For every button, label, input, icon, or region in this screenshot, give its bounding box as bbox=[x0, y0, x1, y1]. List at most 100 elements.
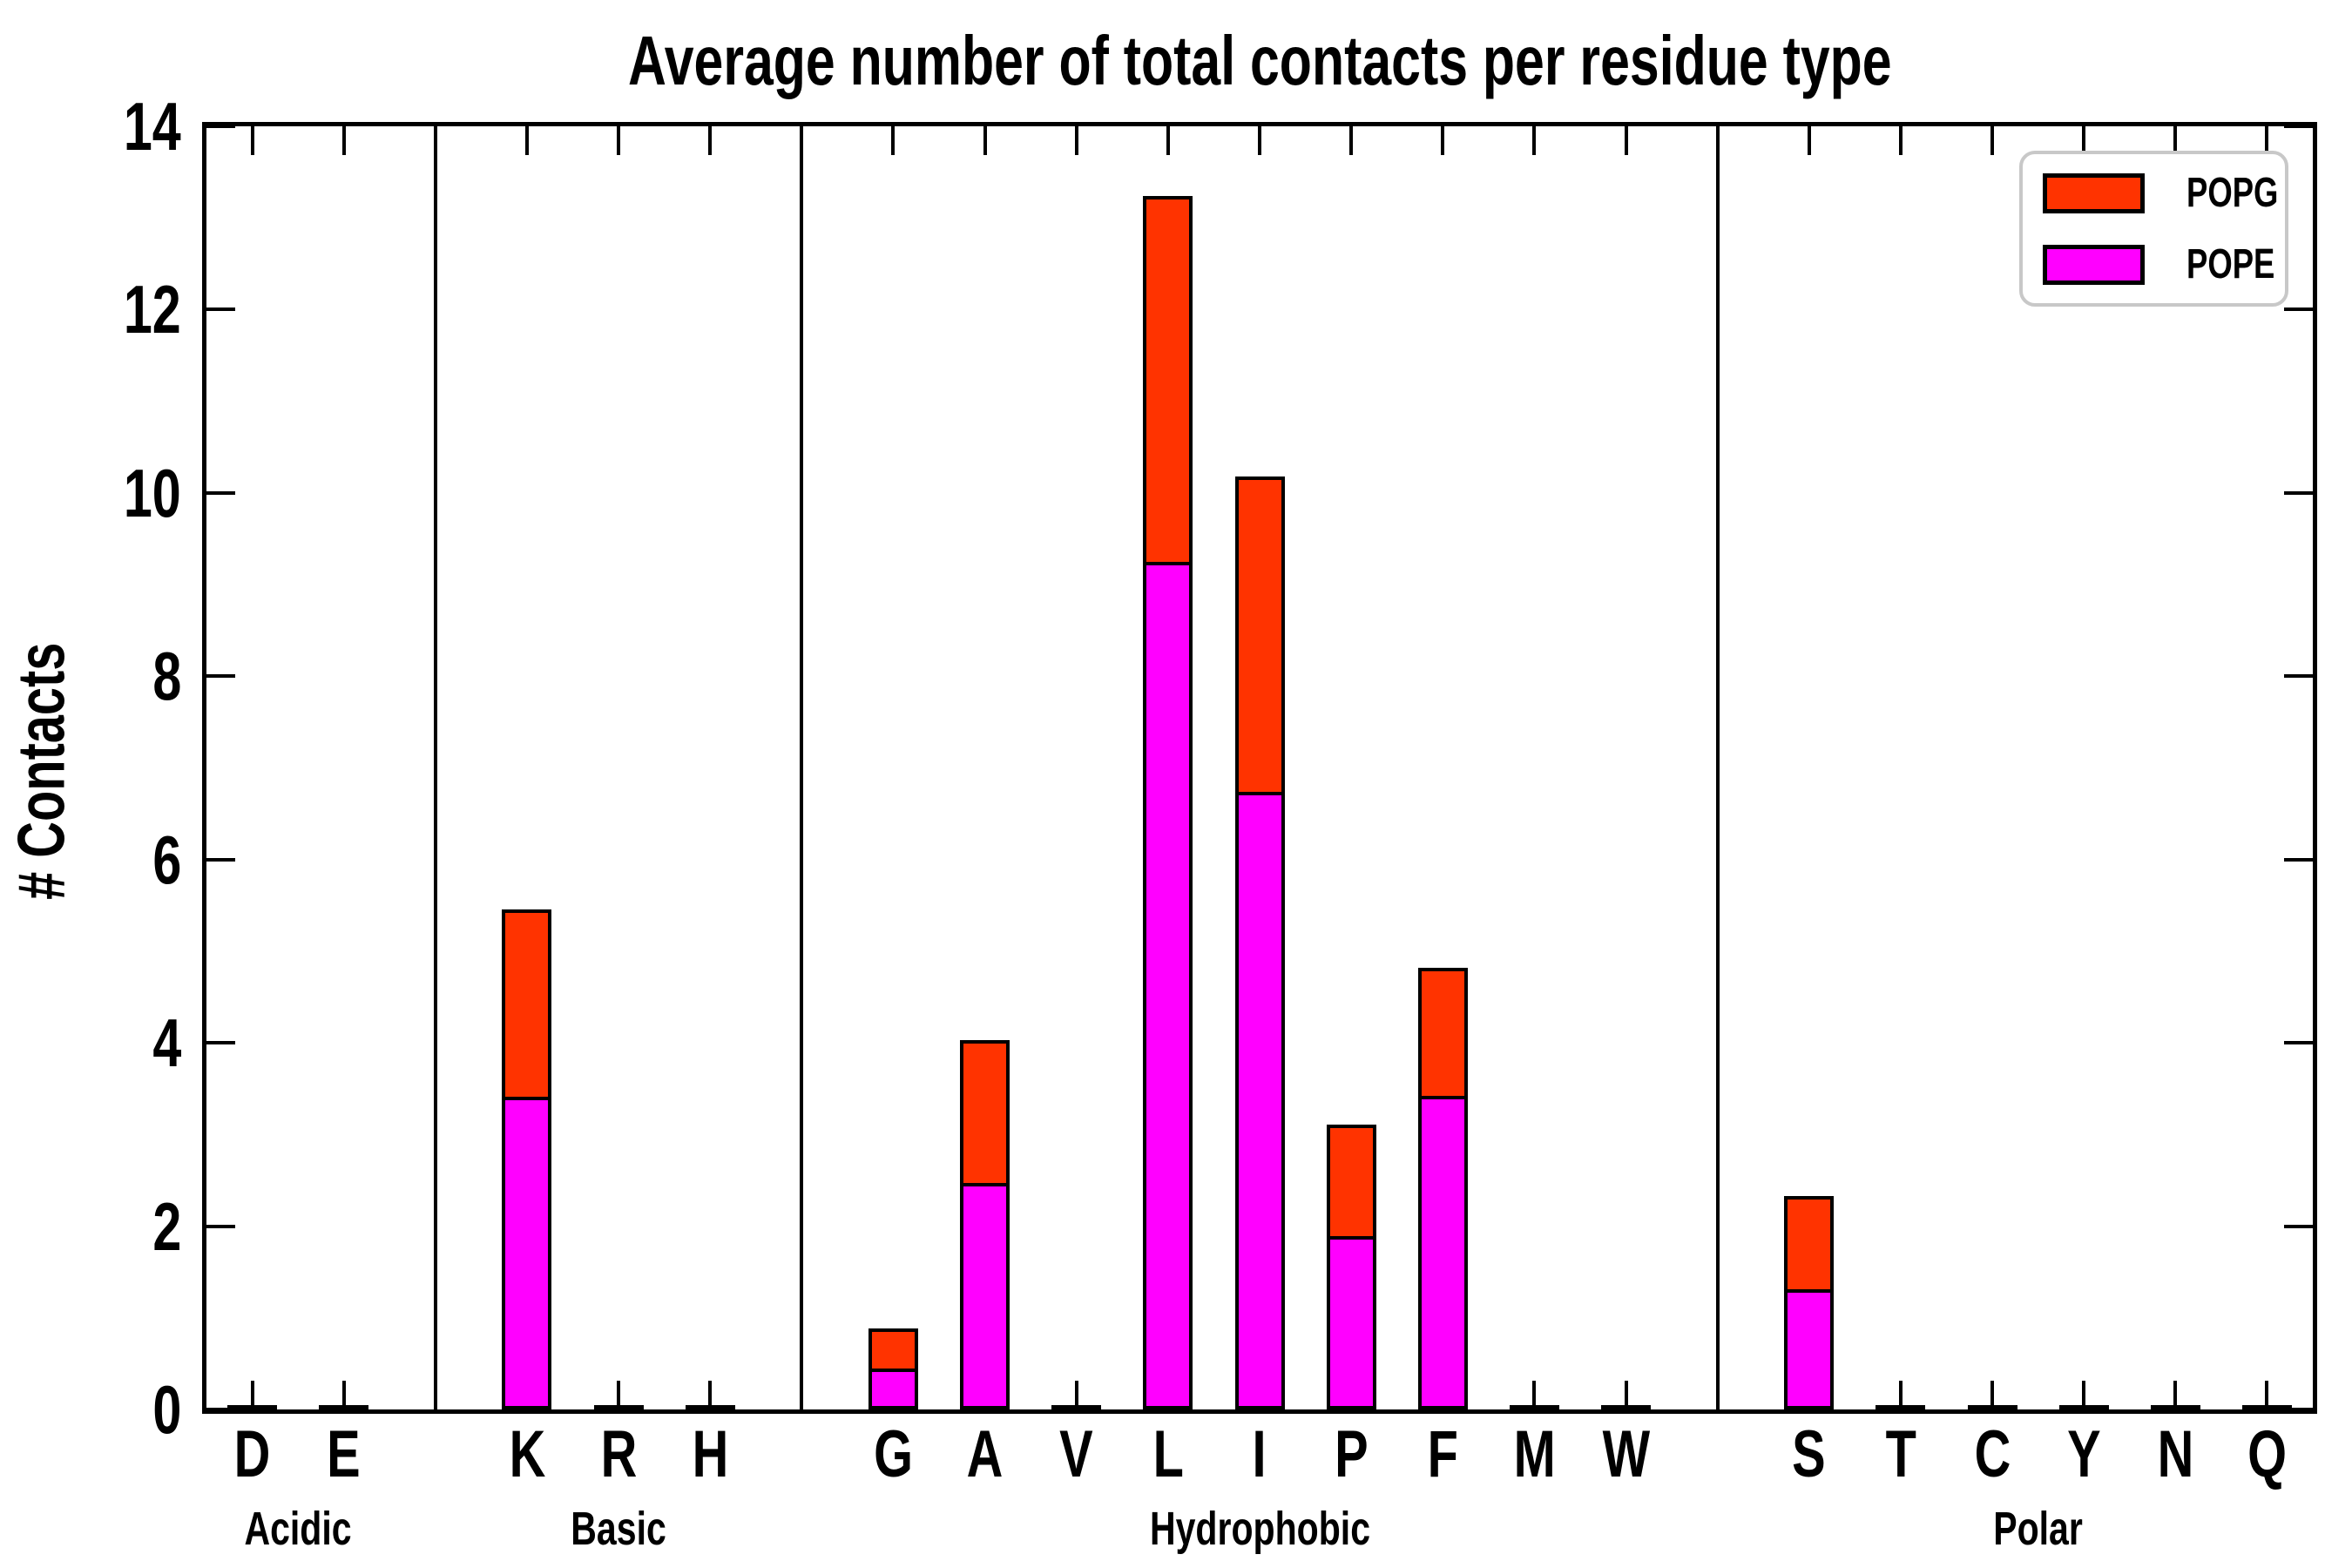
bar-E-zero bbox=[319, 1405, 369, 1409]
y-tick-label-text: 0 bbox=[152, 1371, 181, 1448]
x-category-label-K: K bbox=[466, 1422, 588, 1488]
x-category-label-D: D bbox=[192, 1422, 314, 1488]
y-tick-label-text: 4 bbox=[152, 1004, 181, 1082]
bar-G-POPE bbox=[868, 1371, 918, 1409]
bar-G bbox=[868, 1328, 918, 1409]
y-tick-right bbox=[2284, 308, 2313, 312]
bar-F-POPG bbox=[1417, 967, 1468, 1100]
y-tick-label: 12 bbox=[33, 273, 181, 346]
bar-G-POPG bbox=[868, 1328, 918, 1372]
x-tick-bottom bbox=[1990, 1381, 1995, 1409]
x-category-label-L: L bbox=[1107, 1422, 1229, 1488]
group-label-basic: Basic bbox=[357, 1505, 880, 1552]
y-tick-left bbox=[206, 1224, 235, 1228]
x-tick-bottom bbox=[1898, 1381, 1903, 1409]
group-label-text: Basic bbox=[571, 1503, 666, 1555]
x-tick-top bbox=[1532, 126, 1537, 155]
x-tick-top bbox=[1349, 126, 1354, 155]
legend: POPG POPE bbox=[2019, 151, 2288, 307]
y-tick-left bbox=[206, 1408, 235, 1411]
bar-P-POPG bbox=[1326, 1124, 1376, 1240]
x-tick-bottom bbox=[2265, 1381, 2269, 1409]
x-tick-top bbox=[341, 126, 346, 155]
y-tick-label-text: 14 bbox=[124, 88, 181, 165]
y-tick-right bbox=[2284, 490, 2313, 495]
bar-K-POPG bbox=[502, 909, 552, 1101]
y-tick-left bbox=[206, 125, 235, 128]
bar-S-POPG bbox=[1784, 1195, 1835, 1294]
y-tick-left bbox=[206, 857, 235, 862]
bar-D-zero bbox=[227, 1405, 278, 1409]
bar-L-POPE bbox=[1143, 564, 1193, 1409]
x-category-label-text: D bbox=[233, 1417, 271, 1491]
y-tick-label: 2 bbox=[33, 1190, 181, 1263]
x-tick-top bbox=[983, 126, 987, 155]
x-category-label-text: M bbox=[1513, 1417, 1556, 1491]
x-tick-top bbox=[250, 126, 254, 155]
x-tick-top bbox=[617, 126, 621, 155]
x-tick-top bbox=[524, 126, 529, 155]
chart-title-text: Average number of total contacts per res… bbox=[627, 22, 1892, 99]
bar-K-POPE bbox=[502, 1100, 552, 1409]
x-tick-top bbox=[1258, 126, 1261, 155]
x-tick-bottom bbox=[2173, 1381, 2178, 1409]
legend-row-pope: POPE bbox=[2023, 244, 2285, 288]
group-divider bbox=[433, 126, 437, 1409]
bar-T-zero bbox=[1876, 1405, 1926, 1409]
bar-I-POPE bbox=[1234, 795, 1285, 1409]
x-category-label-H: H bbox=[649, 1422, 771, 1488]
plot-frame bbox=[202, 122, 2317, 1414]
x-category-label-text: S bbox=[1792, 1417, 1827, 1491]
x-category-label-C: C bbox=[1931, 1422, 2053, 1488]
x-tick-bottom bbox=[1074, 1381, 1078, 1409]
x-category-label-text: Q bbox=[2247, 1417, 2287, 1491]
x-tick-bottom bbox=[341, 1381, 346, 1409]
bar-F bbox=[1417, 967, 1468, 1409]
x-tick-bottom bbox=[1624, 1381, 1628, 1409]
y-tick-label: 6 bbox=[33, 823, 181, 896]
group-label-text: Acidic bbox=[244, 1503, 352, 1555]
bar-N-zero bbox=[2150, 1405, 2200, 1409]
group-label-polar: Polar bbox=[1777, 1505, 2300, 1552]
bar-H-zero bbox=[685, 1405, 735, 1409]
bar-C-zero bbox=[1967, 1405, 2017, 1409]
x-category-label-G: G bbox=[832, 1422, 954, 1488]
x-tick-top bbox=[2082, 126, 2086, 155]
x-category-label-text: P bbox=[1334, 1417, 1369, 1491]
x-category-label-text: K bbox=[509, 1417, 545, 1491]
bar-A-POPE bbox=[960, 1186, 1010, 1409]
pope-swatch bbox=[2043, 245, 2145, 285]
x-category-label-A: A bbox=[924, 1422, 1046, 1488]
x-tick-top bbox=[1624, 126, 1628, 155]
y-tick-label-text: 10 bbox=[124, 454, 181, 531]
x-category-label-text: N bbox=[2157, 1417, 2194, 1491]
y-tick-label: 4 bbox=[33, 1006, 181, 1079]
x-tick-bottom bbox=[1532, 1381, 1537, 1409]
bar-A bbox=[960, 1039, 1010, 1409]
y-tick-right bbox=[2284, 125, 2313, 128]
x-tick-top bbox=[1898, 126, 1903, 155]
bar-L bbox=[1143, 195, 1193, 1409]
group-label-hydrophobic: Hydrophobic bbox=[998, 1505, 1521, 1552]
popg-swatch bbox=[2043, 173, 2145, 213]
bar-A-POPG bbox=[960, 1039, 1010, 1187]
y-tick-right bbox=[2284, 1408, 2313, 1411]
bar-F-POPE bbox=[1417, 1099, 1468, 1409]
y-tick-right bbox=[2284, 857, 2313, 862]
group-divider bbox=[1715, 126, 1720, 1409]
x-category-label-F: F bbox=[1382, 1422, 1504, 1488]
x-category-label-R: R bbox=[558, 1422, 679, 1488]
y-tick-right bbox=[2284, 1224, 2313, 1228]
bar-S bbox=[1784, 1195, 1835, 1409]
x-category-label-text: G bbox=[874, 1417, 913, 1491]
x-tick-top bbox=[2265, 126, 2269, 155]
bar-S-POPE bbox=[1784, 1293, 1835, 1409]
bar-W-zero bbox=[1601, 1405, 1652, 1409]
x-category-label-text: I bbox=[1252, 1417, 1267, 1491]
y-tick-label-text: 8 bbox=[152, 638, 181, 715]
x-category-label-Y: Y bbox=[2023, 1422, 2145, 1488]
x-tick-top bbox=[1441, 126, 1445, 155]
x-tick-bottom bbox=[250, 1381, 254, 1409]
x-category-label-V: V bbox=[1016, 1422, 1138, 1488]
